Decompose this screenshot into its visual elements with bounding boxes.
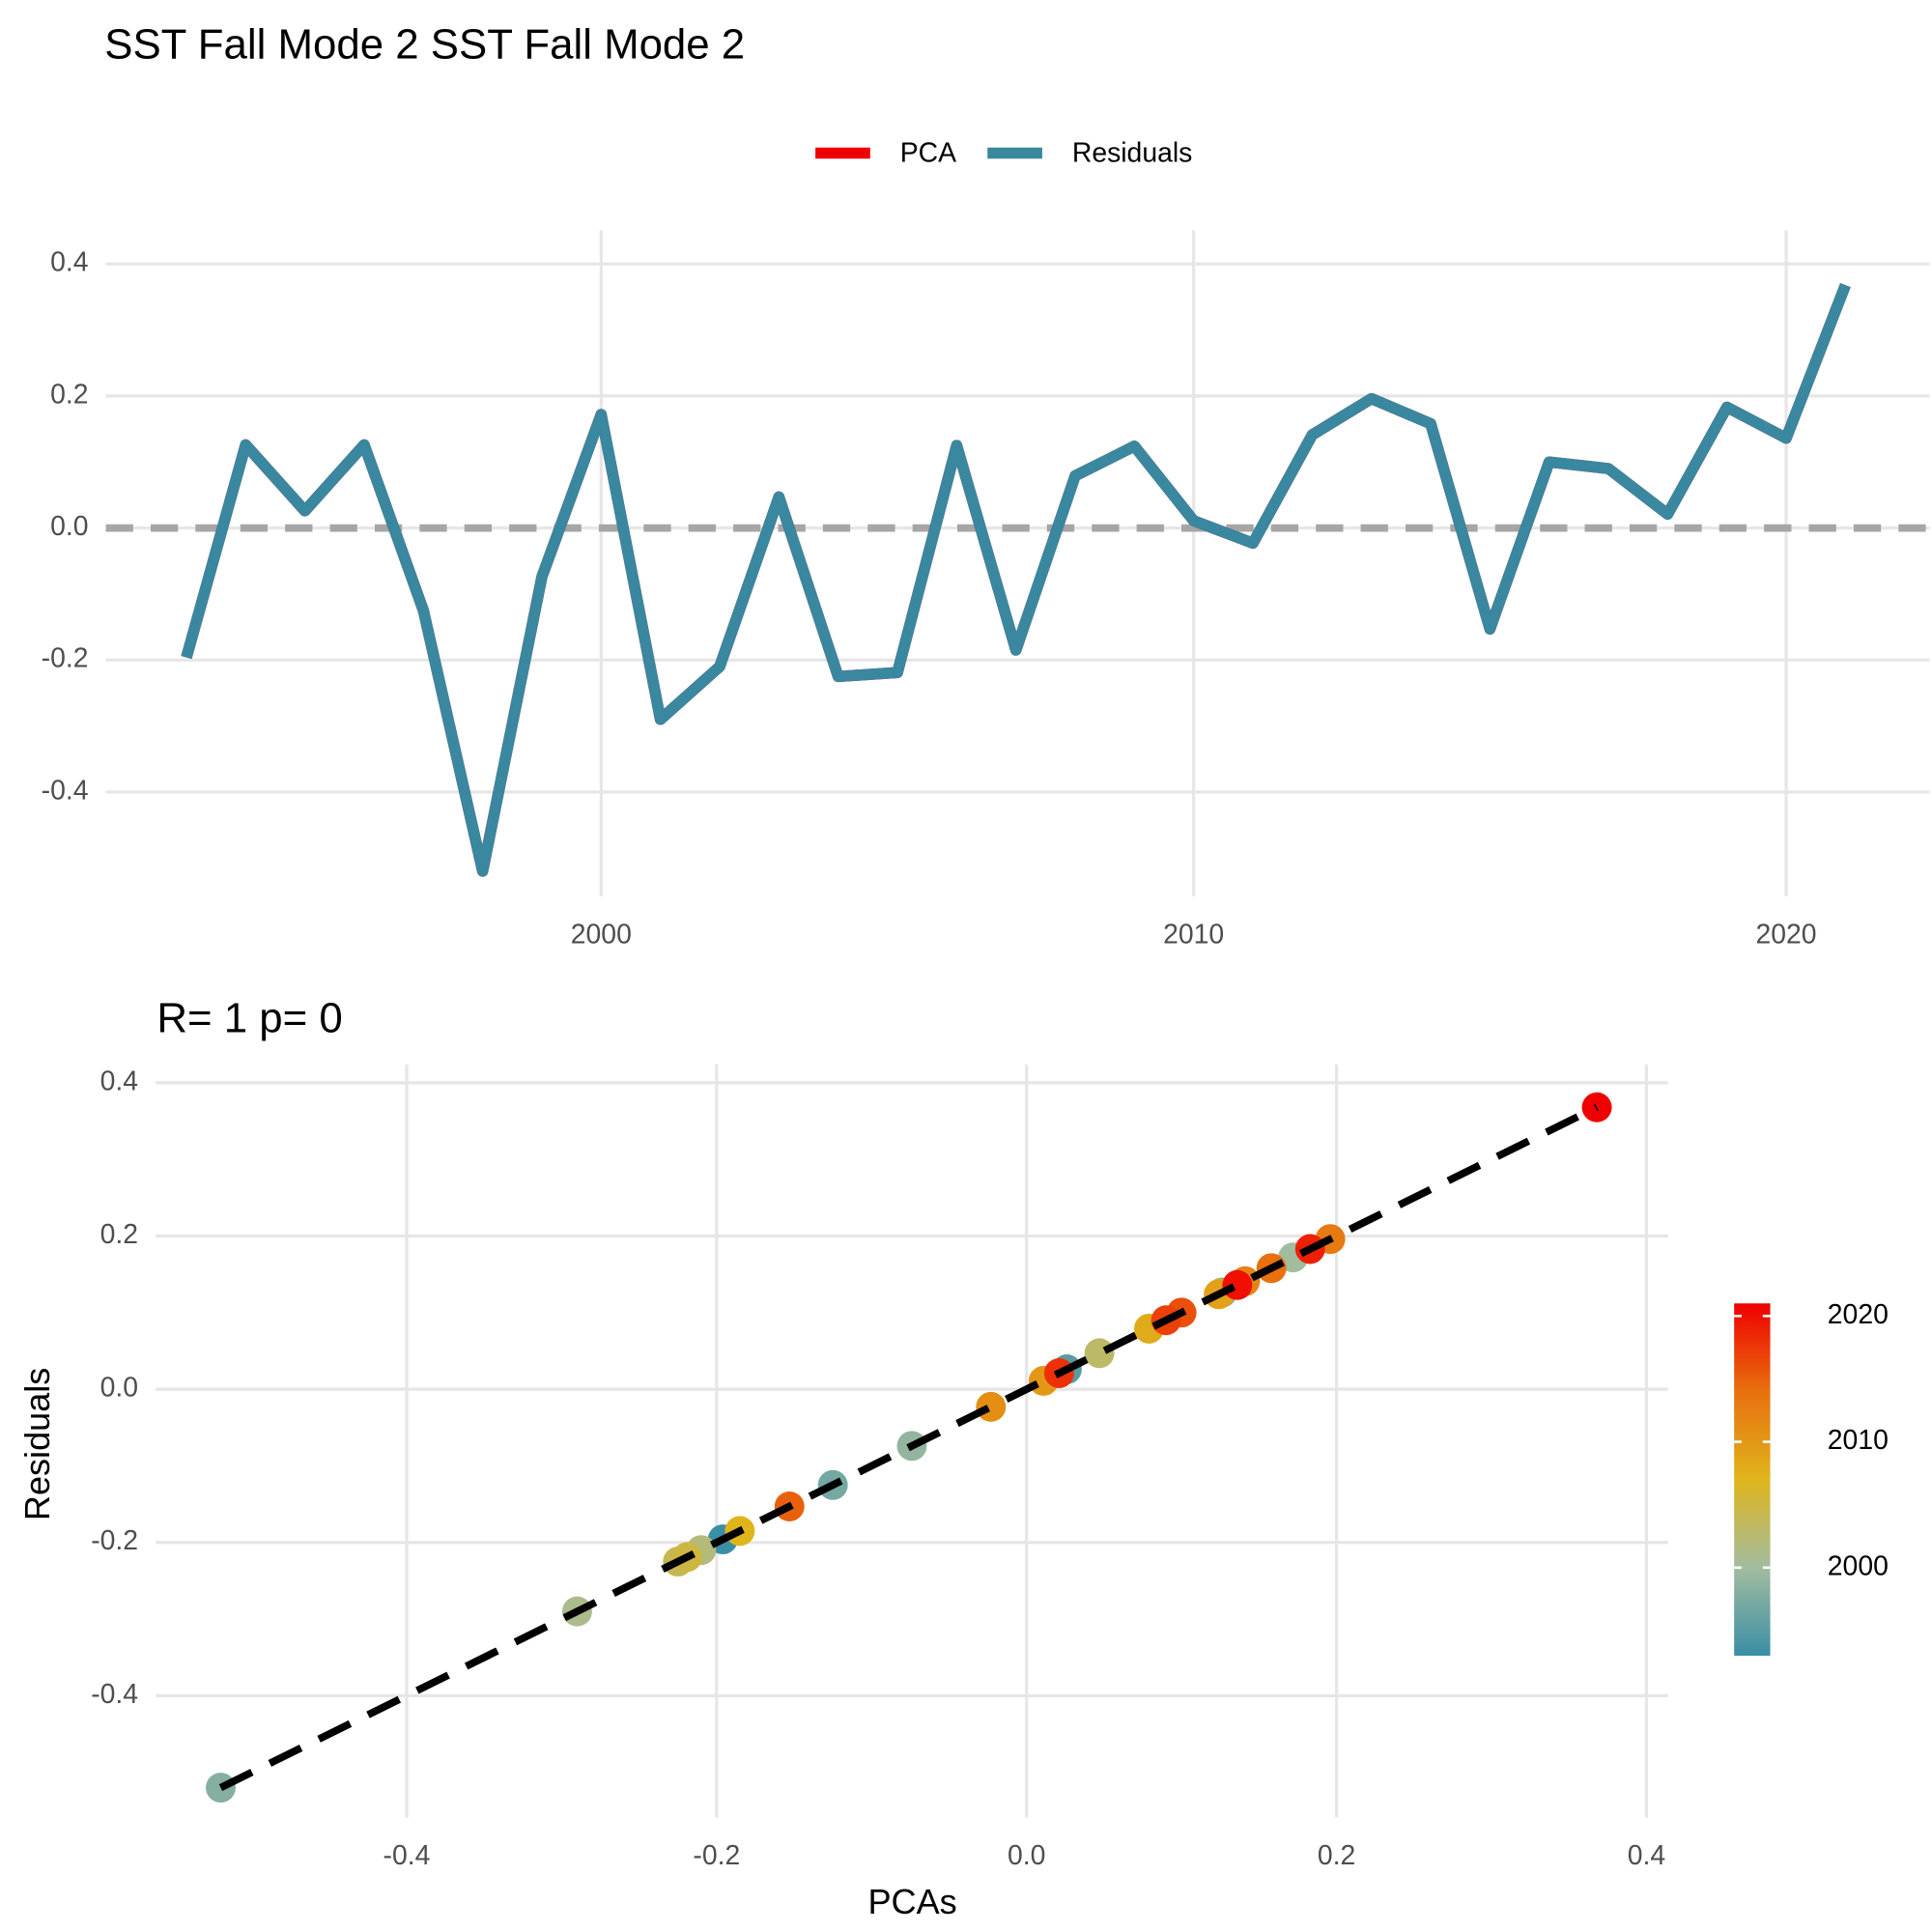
scatter-point: [206, 1773, 236, 1804]
legend-label: PCA: [900, 137, 956, 168]
x-tick-label: 2020: [1756, 920, 1817, 951]
fit-line: [218, 1103, 1599, 1792]
x-tick-label: 2010: [1163, 920, 1224, 951]
colorbar: [1734, 1303, 1771, 1656]
y-axis-label: Residuals: [17, 1368, 57, 1520]
x-tick-label: -0.2: [693, 1840, 740, 1871]
colorbar-label: 2010: [1828, 1425, 1889, 1456]
legend-label: Residuals: [1072, 137, 1192, 168]
y-tick-label: 0.2: [50, 379, 88, 410]
scatter-point: [1222, 1269, 1253, 1300]
x-tick-label: 0.2: [1318, 1840, 1355, 1871]
y-tick-label: 0.2: [100, 1219, 138, 1250]
plot-root: SST Fall Mode 2 SST Fall Mode 2 R= 1 p= …: [17, 21, 1930, 1921]
series-line: [181, 283, 1851, 877]
x-tick-label: -0.4: [384, 1840, 431, 1871]
y-tick-label: -0.2: [42, 643, 89, 674]
y-tick-label: -0.4: [42, 775, 89, 806]
y-tick-label: -0.4: [91, 1679, 138, 1710]
y-tick-label: -0.2: [91, 1525, 138, 1556]
y-tick-label: 0.4: [100, 1065, 138, 1096]
x-tick-label: 0.4: [1628, 1840, 1665, 1871]
x-tick-label: 2000: [571, 920, 632, 951]
subtitle: R= 1 p= 0: [156, 994, 342, 1041]
chart-title: SST Fall Mode 2 SST Fall Mode 2: [104, 21, 745, 69]
y-tick-label: 0.4: [50, 247, 88, 278]
y-tick-label: 0.0: [100, 1373, 138, 1404]
x-tick-label: 0.0: [1008, 1840, 1045, 1871]
y-tick-label: 0.0: [50, 511, 88, 542]
colorbar-label: 2000: [1828, 1550, 1889, 1581]
colorbar-label: 2020: [1828, 1299, 1889, 1330]
series-line: [181, 283, 1851, 877]
x-axis-label: PCAs: [867, 1882, 956, 1921]
scatter-point: [1084, 1338, 1115, 1369]
